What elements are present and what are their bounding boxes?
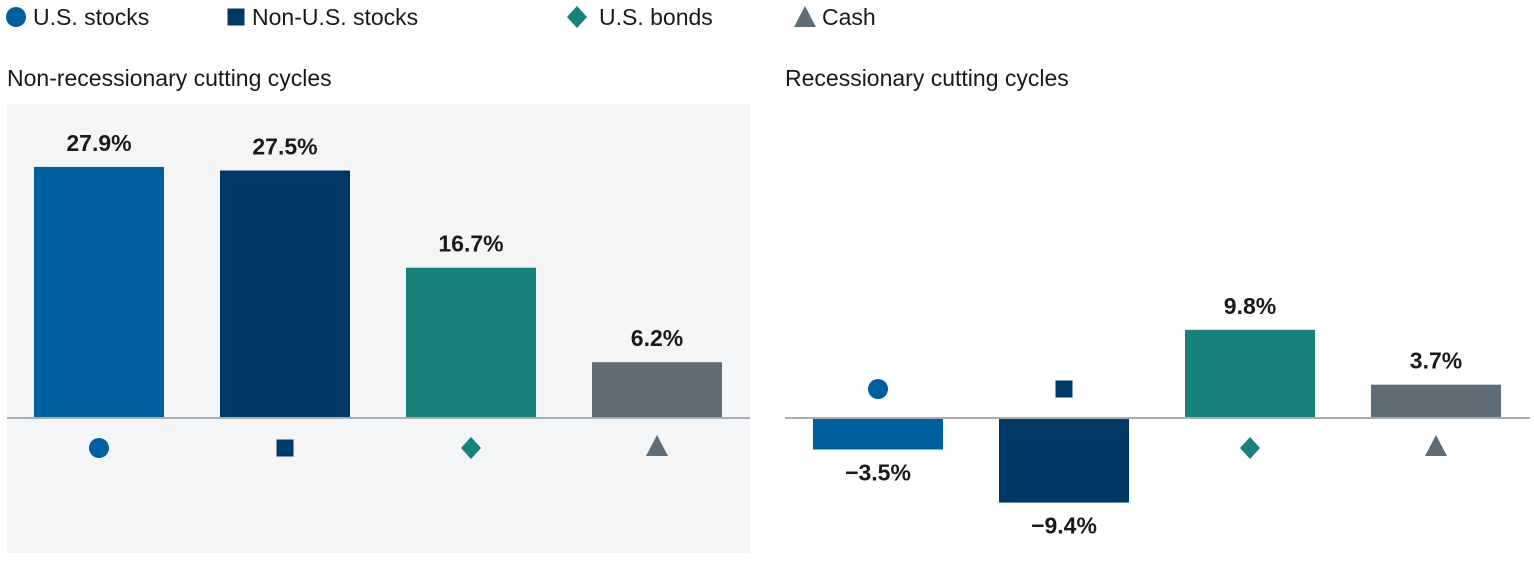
legend-square-icon bbox=[227, 8, 245, 26]
panel-recessionary: Recessionary cutting cycles −3.5% −9.4% 9.8… bbox=[785, 65, 1530, 539]
data-label: 3.7% bbox=[1410, 348, 1462, 374]
data-label: 9.8% bbox=[1224, 293, 1276, 319]
bar bbox=[1185, 329, 1315, 418]
data-label: 27.9% bbox=[66, 130, 131, 156]
legend-label: Non-U.S. stocks bbox=[252, 4, 418, 30]
bar bbox=[220, 170, 350, 418]
data-label: 6.2% bbox=[631, 325, 683, 351]
panel-title: Recessionary cutting cycles bbox=[785, 65, 1069, 91]
legend-triangle-icon bbox=[794, 6, 816, 27]
legend-diamond-icon bbox=[567, 6, 587, 28]
panel-title: Non-recessionary cutting cycles bbox=[7, 65, 332, 91]
legend-label: Cash bbox=[822, 4, 876, 30]
legend-item: U.S. stocks bbox=[6, 4, 149, 30]
data-label: 27.5% bbox=[252, 134, 317, 160]
bar bbox=[592, 362, 722, 418]
legend-item: U.S. bonds bbox=[567, 4, 713, 30]
legend-item: Cash bbox=[794, 4, 876, 30]
axis-circle-icon bbox=[89, 438, 109, 458]
axis-square-icon bbox=[276, 439, 294, 457]
legend-item: Non-U.S. stocks bbox=[227, 4, 418, 30]
data-label: 16.7% bbox=[438, 231, 503, 257]
axis-triangle-icon bbox=[1425, 435, 1447, 456]
bar bbox=[1371, 384, 1501, 418]
legend-circle-icon bbox=[6, 7, 26, 27]
bar bbox=[999, 418, 1129, 503]
axis-triangle-icon bbox=[646, 435, 668, 456]
bar bbox=[34, 166, 164, 418]
axis-square-icon bbox=[1055, 380, 1073, 398]
legend-label: U.S. stocks bbox=[33, 4, 149, 30]
legend-label: U.S. bonds bbox=[599, 4, 713, 30]
axis-diamond-icon bbox=[1240, 437, 1260, 459]
axis-circle-icon bbox=[868, 379, 888, 399]
axis-diamond-icon bbox=[461, 437, 481, 459]
panel-non-recessionary: Non-recessionary cutting cycles 27.9% 27.5… bbox=[7, 65, 750, 553]
bar bbox=[813, 418, 943, 450]
data-label: −9.4% bbox=[1031, 513, 1097, 539]
bar bbox=[406, 267, 536, 418]
data-label: −3.5% bbox=[845, 460, 911, 486]
